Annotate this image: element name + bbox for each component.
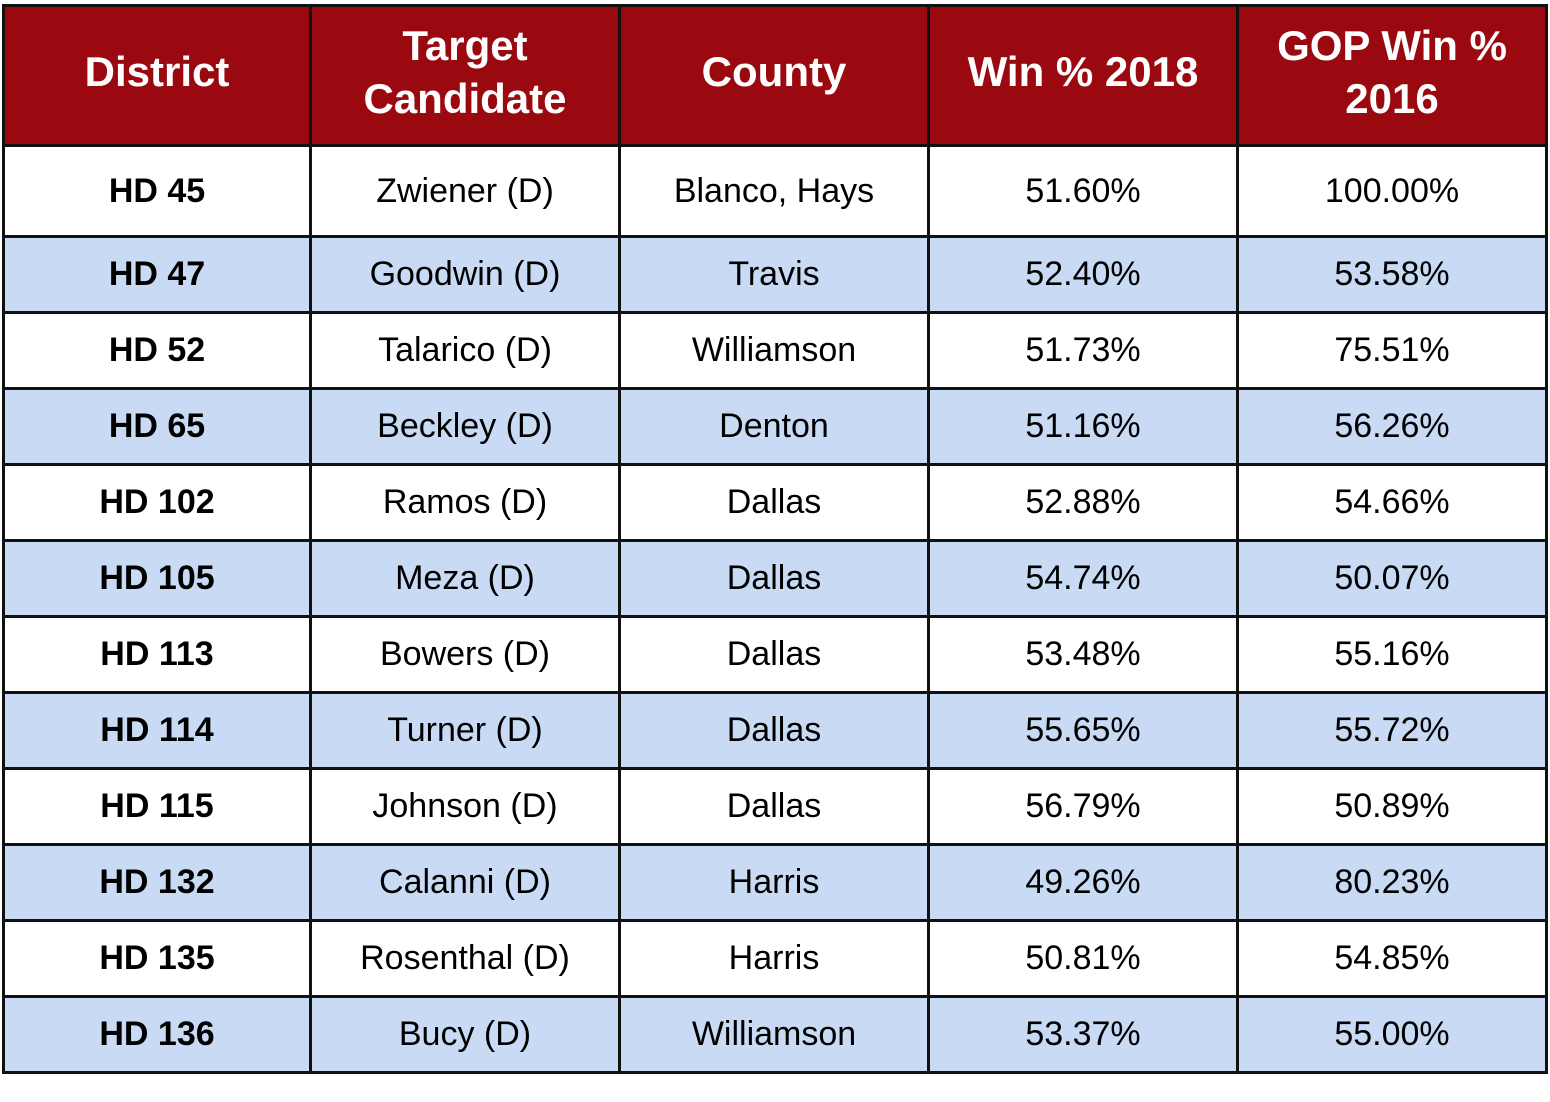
candidate-cell: Bucy (D) — [309, 995, 621, 1074]
column-header-district: District — [2, 4, 312, 147]
county-cell: Dallas — [618, 463, 930, 542]
county-cell: Dallas — [618, 615, 930, 694]
win-2018-cell: 53.37% — [927, 995, 1239, 1074]
gop-win-2016-cell: 54.85% — [1236, 919, 1548, 998]
candidate-cell: Meza (D) — [309, 539, 621, 618]
table-row: HD 102 Ramos (D) Dallas 52.88% 54.66% — [2, 463, 1548, 542]
county-cell: Dallas — [618, 539, 930, 618]
district-cell: HD 136 — [2, 995, 312, 1074]
win-2018-cell: 52.88% — [927, 463, 1239, 542]
gop-win-2016-cell: 75.51% — [1236, 311, 1548, 390]
win-2018-cell: 50.81% — [927, 919, 1239, 998]
column-header-win-2018: Win % 2018 — [927, 4, 1239, 147]
column-header-target-candidate: Target Candidate — [309, 4, 621, 147]
district-cell: HD 113 — [2, 615, 312, 694]
gop-win-2016-cell: 53.58% — [1236, 235, 1548, 314]
county-cell: Dallas — [618, 767, 930, 846]
table-body: HD 45 Zwiener (D) Blanco, Hays 51.60% 10… — [2, 144, 1548, 1074]
county-cell: Harris — [618, 919, 930, 998]
table-row: HD 114 Turner (D) Dallas 55.65% 55.72% — [2, 691, 1548, 770]
candidate-cell: Turner (D) — [309, 691, 621, 770]
county-cell: Travis — [618, 235, 930, 314]
candidate-cell: Calanni (D) — [309, 843, 621, 922]
gop-win-2016-cell: 55.72% — [1236, 691, 1548, 770]
county-cell: Harris — [618, 843, 930, 922]
gop-win-2016-cell: 55.16% — [1236, 615, 1548, 694]
candidate-cell: Bowers (D) — [309, 615, 621, 694]
win-2018-cell: 49.26% — [927, 843, 1239, 922]
gop-win-2016-cell: 50.07% — [1236, 539, 1548, 618]
win-2018-cell: 54.74% — [927, 539, 1239, 618]
candidate-cell: Ramos (D) — [309, 463, 621, 542]
table-row: HD 52 Talarico (D) Williamson 51.73% 75.… — [2, 311, 1548, 390]
win-2018-cell: 53.48% — [927, 615, 1239, 694]
district-cell: HD 105 — [2, 539, 312, 618]
table-row: HD 65 Beckley (D) Denton 51.16% 56.26% — [2, 387, 1548, 466]
table-row: HD 47 Goodwin (D) Travis 52.40% 53.58% — [2, 235, 1548, 314]
county-cell: Williamson — [618, 995, 930, 1074]
candidate-cell: Talarico (D) — [309, 311, 621, 390]
county-cell: Denton — [618, 387, 930, 466]
table-row: HD 132 Calanni (D) Harris 49.26% 80.23% — [2, 843, 1548, 922]
win-2018-cell: 52.40% — [927, 235, 1239, 314]
district-cell: HD 102 — [2, 463, 312, 542]
table-row: HD 115 Johnson (D) Dallas 56.79% 50.89% — [2, 767, 1548, 846]
district-cell: HD 47 — [2, 235, 312, 314]
table-row: HD 45 Zwiener (D) Blanco, Hays 51.60% 10… — [2, 144, 1548, 238]
column-header-gop-win-2016: GOP Win % 2016 — [1236, 4, 1548, 147]
table-row: HD 105 Meza (D) Dallas 54.74% 50.07% — [2, 539, 1548, 618]
district-cell: HD 45 — [2, 144, 312, 238]
win-2018-cell: 51.16% — [927, 387, 1239, 466]
county-cell: Blanco, Hays — [618, 144, 930, 238]
district-targets-table: District Target Candidate County Win % 2… — [2, 4, 1548, 1074]
candidate-cell: Zwiener (D) — [309, 144, 621, 238]
district-cell: HD 135 — [2, 919, 312, 998]
candidate-cell: Johnson (D) — [309, 767, 621, 846]
county-cell: Dallas — [618, 691, 930, 770]
header-row: District Target Candidate County Win % 2… — [2, 4, 1548, 147]
table-row: HD 135 Rosenthal (D) Harris 50.81% 54.85… — [2, 919, 1548, 998]
table-header: District Target Candidate County Win % 2… — [2, 4, 1548, 147]
table-row: HD 113 Bowers (D) Dallas 53.48% 55.16% — [2, 615, 1548, 694]
gop-win-2016-cell: 80.23% — [1236, 843, 1548, 922]
district-cell: HD 65 — [2, 387, 312, 466]
candidate-cell: Goodwin (D) — [309, 235, 621, 314]
gop-win-2016-cell: 55.00% — [1236, 995, 1548, 1074]
win-2018-cell: 51.60% — [927, 144, 1239, 238]
gop-win-2016-cell: 54.66% — [1236, 463, 1548, 542]
district-cell: HD 132 — [2, 843, 312, 922]
win-2018-cell: 51.73% — [927, 311, 1239, 390]
win-2018-cell: 56.79% — [927, 767, 1239, 846]
candidate-cell: Beckley (D) — [309, 387, 621, 466]
district-cell: HD 115 — [2, 767, 312, 846]
table-row: HD 136 Bucy (D) Williamson 53.37% 55.00% — [2, 995, 1548, 1074]
candidate-cell: Rosenthal (D) — [309, 919, 621, 998]
county-cell: Williamson — [618, 311, 930, 390]
column-header-county: County — [618, 4, 930, 147]
gop-win-2016-cell: 56.26% — [1236, 387, 1548, 466]
gop-win-2016-cell: 50.89% — [1236, 767, 1548, 846]
win-2018-cell: 55.65% — [927, 691, 1239, 770]
district-cell: HD 52 — [2, 311, 312, 390]
district-cell: HD 114 — [2, 691, 312, 770]
gop-win-2016-cell: 100.00% — [1236, 144, 1548, 238]
